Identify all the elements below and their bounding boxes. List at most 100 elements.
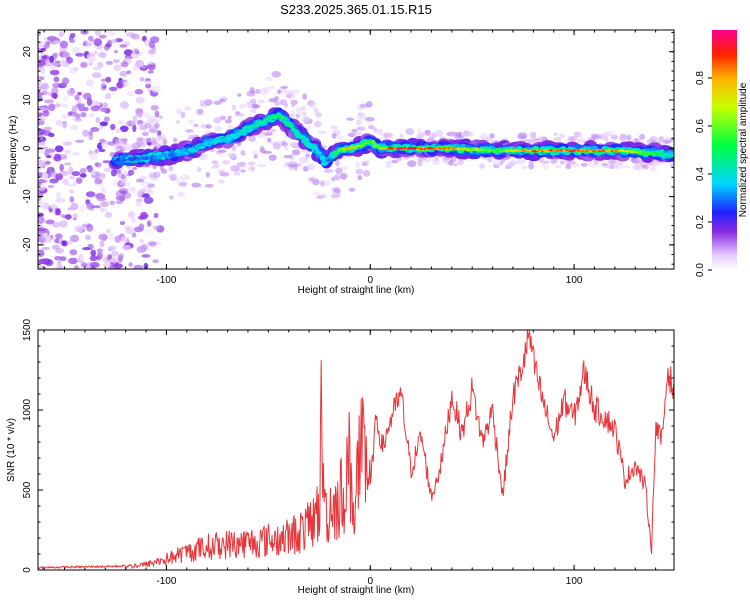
halo-blob bbox=[352, 131, 363, 137]
ridge-blob bbox=[187, 148, 194, 152]
noise-blob bbox=[84, 234, 91, 241]
halo-blob bbox=[253, 154, 258, 159]
noise-blob bbox=[89, 255, 98, 262]
halo-blob bbox=[559, 160, 566, 165]
halo-blob bbox=[650, 165, 657, 173]
noise-blob bbox=[38, 196, 42, 202]
halo-blob bbox=[277, 140, 283, 145]
halo-blob bbox=[284, 146, 289, 151]
halo-blob bbox=[354, 161, 361, 169]
noise-blob bbox=[110, 123, 116, 131]
ridge-blob bbox=[288, 123, 292, 126]
noise-blob bbox=[79, 173, 87, 178]
noise-blob bbox=[98, 148, 106, 153]
noise-blob bbox=[99, 172, 106, 179]
halo-blob bbox=[267, 137, 272, 143]
halo-blob bbox=[407, 160, 417, 168]
noise-blob bbox=[139, 77, 145, 82]
halo-blob bbox=[255, 89, 261, 94]
halo-blob bbox=[168, 173, 177, 180]
ridge-blob bbox=[249, 126, 253, 129]
noise-blob bbox=[52, 62, 60, 67]
noise-blob bbox=[49, 178, 59, 184]
noise-blob bbox=[107, 39, 113, 45]
ridge-blob bbox=[318, 154, 323, 157]
halo-blob bbox=[489, 133, 495, 139]
ridge-blob bbox=[359, 144, 363, 147]
noise-blob bbox=[111, 250, 119, 257]
noise-blob bbox=[98, 125, 104, 130]
noise-blob bbox=[120, 236, 129, 243]
noise-blob bbox=[38, 183, 46, 192]
noise-blob bbox=[71, 171, 81, 177]
noise-blob bbox=[96, 255, 101, 261]
halo-blob bbox=[357, 112, 365, 116]
noise-blob bbox=[93, 50, 98, 55]
halo-blob bbox=[522, 165, 528, 170]
noise-blob bbox=[119, 221, 126, 226]
noise-blob bbox=[98, 34, 107, 39]
noise-blob bbox=[107, 245, 118, 251]
halo-blob bbox=[509, 160, 517, 166]
halo-blob bbox=[479, 135, 489, 139]
halo-blob bbox=[566, 160, 576, 165]
halo-blob bbox=[356, 126, 366, 131]
halo-blob bbox=[417, 128, 422, 135]
halo-blob bbox=[504, 165, 511, 170]
noise-blob bbox=[125, 226, 133, 235]
ridge-blob bbox=[279, 117, 285, 120]
halo-blob bbox=[541, 163, 550, 171]
halo-blob bbox=[292, 88, 300, 94]
halo-blob bbox=[619, 136, 627, 142]
halo-blob bbox=[274, 101, 280, 106]
colorbar-gradient bbox=[712, 30, 737, 270]
noise-blob bbox=[59, 40, 69, 49]
noise-blob bbox=[38, 117, 47, 121]
halo-blob bbox=[127, 120, 132, 127]
halo-blob bbox=[145, 138, 151, 142]
noise-blob bbox=[99, 207, 105, 212]
spectrogram-ytick-label: 0 bbox=[22, 145, 33, 151]
ridge-blob bbox=[143, 156, 147, 159]
noise-blob bbox=[146, 64, 154, 69]
halo-blob bbox=[332, 175, 340, 180]
halo-blob bbox=[576, 138, 586, 144]
noise-blob bbox=[68, 175, 75, 180]
noise-blob bbox=[119, 70, 128, 77]
ridge-blob bbox=[649, 151, 653, 154]
noise-blob bbox=[96, 248, 104, 253]
halo-blob bbox=[184, 106, 192, 111]
halo-blob bbox=[226, 125, 235, 129]
ridge-blob bbox=[207, 142, 211, 145]
snr-y-label: SNR (10 * v/v) bbox=[6, 418, 17, 482]
halo-blob bbox=[266, 129, 277, 133]
noise-blob bbox=[89, 113, 95, 118]
noise-blob bbox=[41, 246, 51, 251]
noise-blob bbox=[38, 76, 45, 81]
halo-blob bbox=[289, 160, 297, 165]
halo-blob bbox=[306, 163, 316, 170]
snr-x-ticks: -100 0 100 bbox=[43, 330, 657, 587]
noise-blob bbox=[88, 152, 99, 160]
halo-blob bbox=[299, 156, 309, 164]
noise-blob bbox=[128, 262, 133, 267]
noise-blob bbox=[75, 52, 84, 57]
noise-blob bbox=[94, 178, 103, 185]
noise-blob bbox=[74, 94, 80, 101]
noise-blob bbox=[99, 121, 109, 127]
ridge-blob bbox=[462, 147, 466, 150]
noise-blob bbox=[112, 59, 120, 63]
halo-blob bbox=[218, 149, 227, 153]
halo-blob bbox=[301, 111, 307, 117]
halo-blob bbox=[257, 163, 267, 168]
halo-blob bbox=[288, 142, 299, 147]
halo-blob bbox=[553, 137, 562, 142]
halo-blob bbox=[330, 125, 339, 130]
halo-blob bbox=[322, 179, 331, 187]
snr-ytick-label: 1500 bbox=[22, 318, 33, 341]
noise-blob bbox=[55, 247, 64, 254]
halo-blob bbox=[378, 132, 384, 136]
noise-blob bbox=[131, 217, 136, 224]
halo-blob bbox=[550, 158, 558, 165]
halo-blob bbox=[295, 106, 303, 114]
